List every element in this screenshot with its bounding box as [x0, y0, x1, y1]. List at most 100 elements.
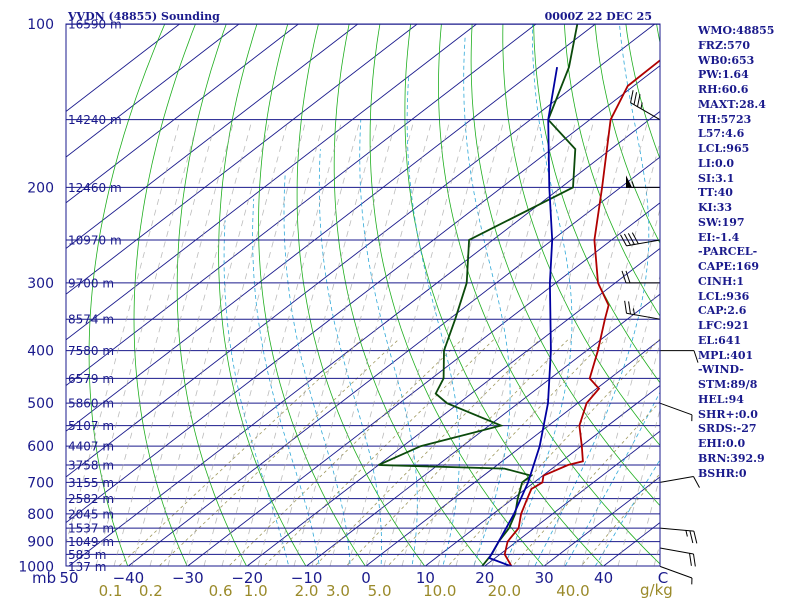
height-level-label: 12460 m — [68, 181, 122, 195]
isotherm-line — [66, 24, 596, 432]
wind-barb-flag — [693, 476, 700, 488]
index-item: SRDS:-27 — [698, 422, 757, 436]
index-item: WMO:48855 — [698, 24, 775, 37]
mixing-ratio-label: 0.6 — [209, 582, 233, 600]
wind-barb-flag — [689, 553, 692, 566]
wind-barb-half-flag — [632, 308, 635, 315]
wind-barb — [659, 547, 696, 567]
wind-barb-staff — [659, 527, 694, 532]
moist-adiabat-line — [318, 149, 383, 566]
dry-adiabat-line — [404, 24, 604, 566]
sounding-series — [378, 24, 660, 566]
index-item: LFC:921 — [698, 319, 750, 332]
isotherm-line — [66, 24, 537, 387]
isotherm-line — [66, 24, 418, 295]
index-item: TH:5723 — [698, 112, 752, 126]
isotherm-line — [246, 247, 660, 566]
wind-barb-pennant — [626, 175, 632, 188]
height-level-label: 5860 m — [68, 397, 114, 411]
wind-barb — [660, 350, 699, 363]
dry-adiabat-line — [296, 24, 426, 566]
height-level-label: 9700 m — [68, 276, 114, 290]
wind-barb-flag — [630, 90, 634, 103]
index-item: CINH:1 — [698, 274, 745, 288]
index-item: STM:89/8 — [698, 378, 758, 391]
pressure-tick-label: 900 — [27, 535, 54, 551]
indices-panel: WMO:48855 FRZ:570 WB0:653 PW:1.64 RH:60.6 MAX… — [698, 24, 774, 481]
dry-adiabat-line — [470, 24, 660, 507]
mixing-ratio-line — [387, 338, 607, 566]
moist-adiabat-line — [252, 198, 320, 566]
index-item: SW:197 — [698, 215, 745, 229]
mixing-ratio-label: 20.0 — [488, 582, 521, 600]
index-item: FRZ:570 — [698, 38, 751, 52]
dry-adiabat-line — [438, 24, 660, 565]
wind-barb-flag — [692, 553, 696, 567]
wind-barb-staff — [630, 102, 661, 121]
wind-barb — [659, 402, 693, 422]
dry-adiabat-line — [218, 24, 307, 566]
plot-frame — [65, 23, 661, 567]
wind-barb-staff — [659, 565, 693, 579]
mixing-ratio-unit-label: g/kg — [640, 581, 673, 599]
wind-barb-flag — [633, 92, 638, 105]
dewpoint-profile-line — [378, 24, 579, 566]
index-item: LCL:965 — [698, 142, 750, 155]
height-level-label: 5107 m — [68, 419, 114, 433]
moist-adiabat-line — [503, 24, 573, 566]
temperature-tick-label: −10 — [291, 569, 323, 587]
isotherm-line — [66, 24, 240, 158]
mixing-ratio-line — [118, 338, 363, 566]
wind-barb-staff — [659, 476, 694, 483]
pressure-tick-label: 400 — [27, 344, 54, 360]
temperature-tick-label: 30 — [535, 569, 554, 587]
pressure-tick-label: 200 — [27, 180, 54, 196]
index-item: TT:40 — [698, 186, 733, 200]
isotherm-line — [306, 293, 660, 566]
height-level-label: 583 m — [68, 548, 106, 562]
mixing-ratio-label: 0.2 — [139, 582, 163, 600]
index-item: CAPE:169 — [698, 260, 759, 273]
index-item: LCL:936 — [698, 289, 750, 303]
height-level-label: 3155 m — [68, 476, 114, 490]
chart-title: VVDN (48855) Sounding — [67, 10, 220, 23]
height-level-label: 7580 m — [68, 344, 114, 358]
index-item: BRN:392.9 — [698, 451, 765, 465]
height-level-label: 137 m — [68, 560, 106, 574]
dry-adiabat-line — [780, 24, 800, 578]
temperature-tick-label: C — [658, 569, 668, 587]
height-level-label: 2582 m — [68, 492, 114, 506]
moist-adiabat-line — [223, 220, 290, 566]
isotherm-line — [66, 24, 656, 478]
pressure-tick-label: 1000 — [18, 559, 54, 575]
mixing-ratio-label: 1.0 — [244, 582, 268, 600]
wind-barb — [621, 270, 660, 284]
wind-barb-flag — [636, 94, 641, 107]
wind-barb-flag — [620, 234, 627, 247]
dry-adiabat-line — [533, 24, 660, 384]
index-item: EHI:0.0 — [698, 437, 746, 450]
dry-adiabat-line — [564, 24, 660, 317]
temperature-tick-label: 10 — [416, 569, 435, 587]
pressure-unit-label: mb — [32, 569, 56, 587]
wind-barb — [659, 476, 700, 488]
wind-barb-flag — [627, 233, 635, 245]
temperature-tick-label: −20 — [231, 569, 263, 587]
mixing-ratio-label: 3.0 — [326, 582, 350, 600]
isotherm-line — [66, 24, 477, 341]
index-item: EL:641 — [698, 333, 742, 347]
dry-adiabat-line — [88, 24, 166, 566]
wind-barb-flag — [621, 270, 627, 284]
height-level-label: 8574 m — [68, 313, 114, 327]
moist-adiabat-line — [564, 391, 660, 566]
wind-barb-flag — [625, 270, 631, 284]
index-item: KI:33 — [698, 201, 733, 214]
mixing-ratio-label: 5.0 — [368, 582, 392, 600]
wind-barb-half-flag — [631, 181, 635, 188]
index-item: PW:1.64 — [698, 68, 749, 82]
wind-barb-staff — [626, 239, 661, 247]
pressure-tick-label: 500 — [27, 396, 54, 412]
index-item: SHR+:0.0 — [698, 407, 758, 421]
wind-barb-flag — [628, 301, 631, 315]
wind-barb-flag — [631, 232, 639, 245]
